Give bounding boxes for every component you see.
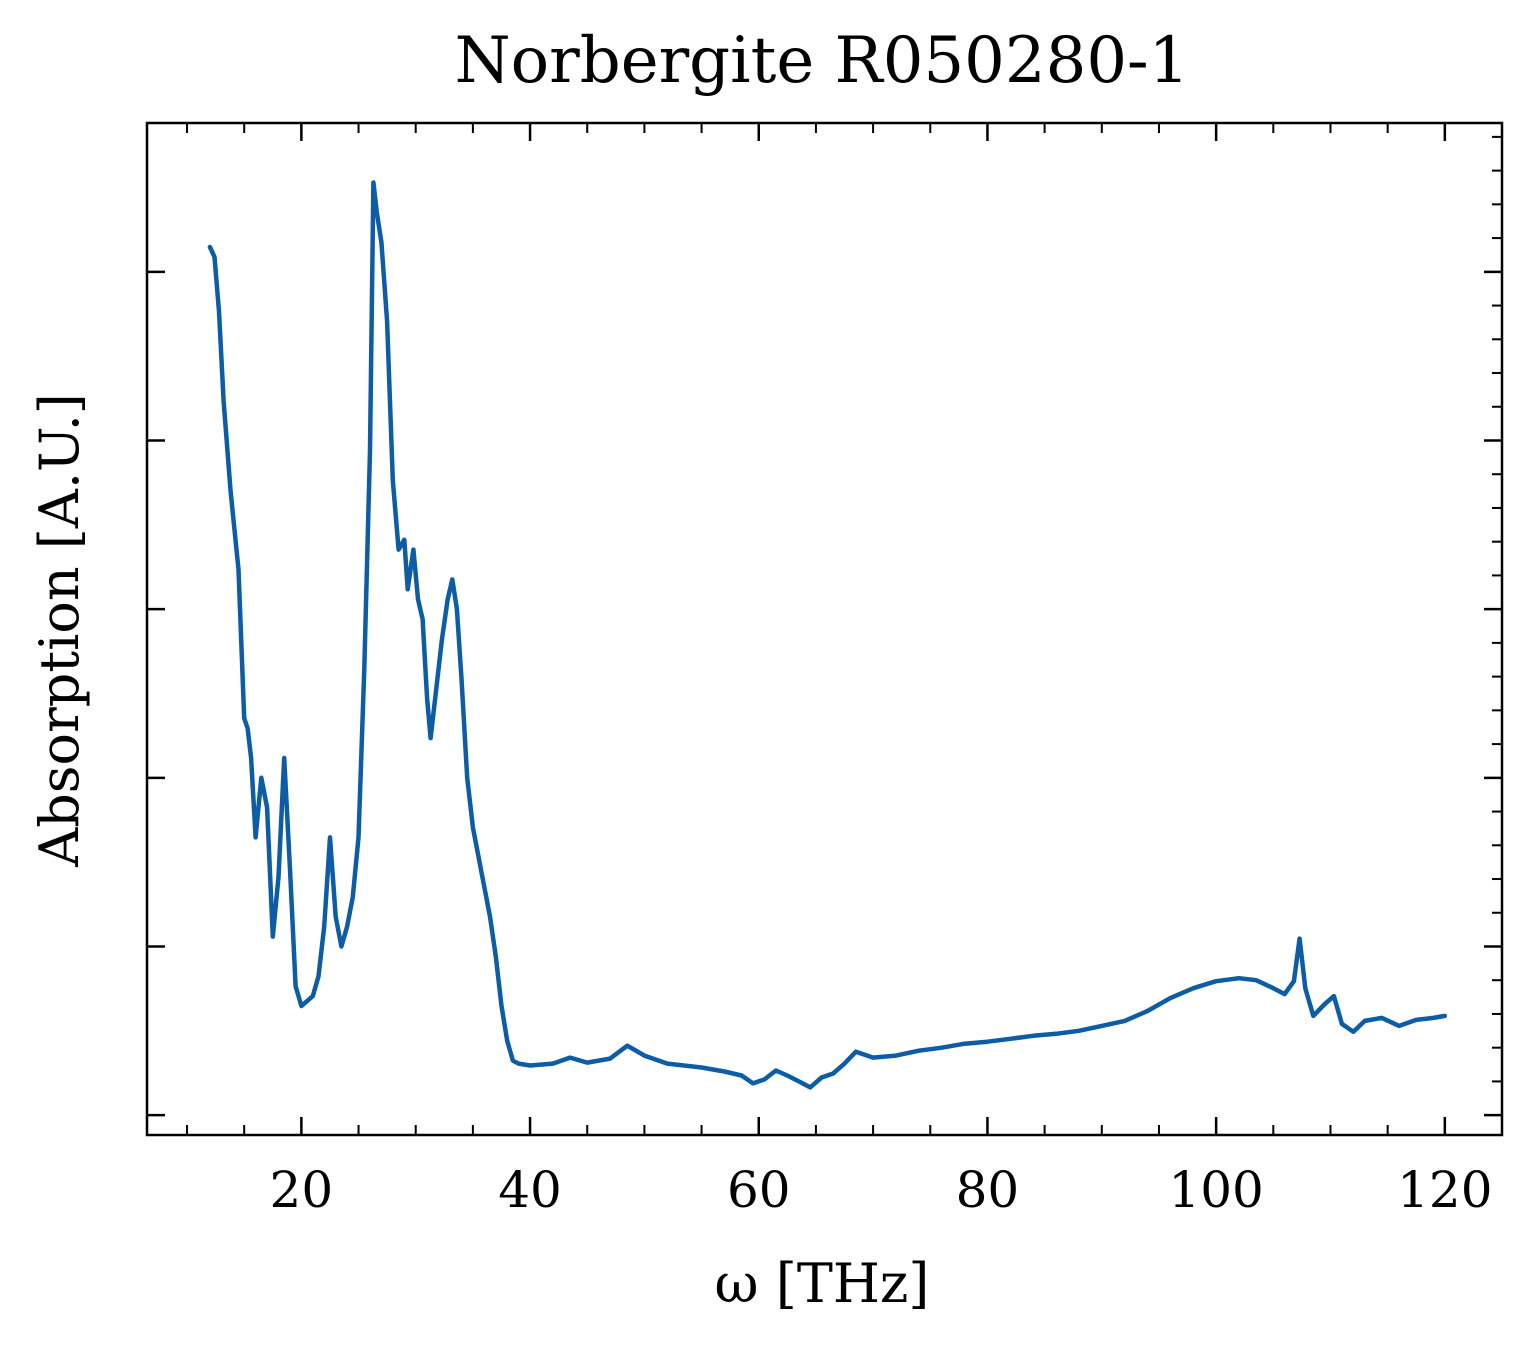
y-axis-label: Absorption [A.U.] — [28, 393, 91, 868]
x-tick-label: 100 — [1168, 1161, 1263, 1219]
x-tick-label: 80 — [956, 1161, 1020, 1219]
x-tick-label: 40 — [498, 1161, 562, 1219]
x-tick-label: 20 — [270, 1161, 334, 1219]
x-axis-label: ω [THz] — [715, 1252, 930, 1315]
plot-area: 20 40 60 80 100 120 — [145, 121, 1504, 1219]
chart-title: Norbergite R050280-1 — [455, 24, 1190, 98]
series-line — [207, 180, 1448, 1090]
x-tick-label: 120 — [1397, 1161, 1492, 1219]
x-tick-label: 60 — [727, 1161, 791, 1219]
plot-frame — [145, 121, 1504, 1137]
